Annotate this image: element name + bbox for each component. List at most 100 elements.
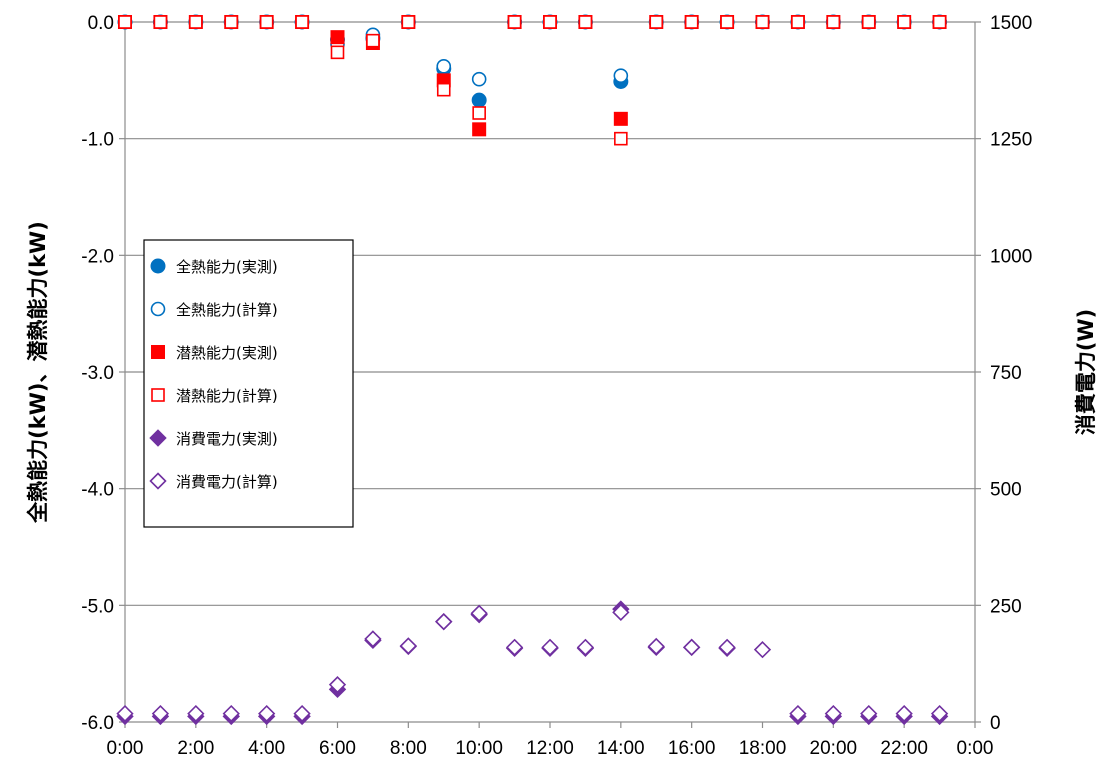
data-point [895, 704, 913, 723]
data-point [116, 704, 134, 723]
data-point [259, 15, 274, 29]
data-point [328, 676, 347, 694]
data-point [222, 704, 240, 723]
y2-tick-label: 1250 [990, 130, 1032, 151]
data-points [116, 14, 949, 726]
legend-entry: 消費電力(実測) [149, 429, 278, 448]
data-point [189, 15, 203, 29]
x-tick-label: 4:00 [248, 738, 285, 759]
data-point [295, 15, 309, 29]
y-axis-title: 全熱能力(kW)、潜熱能力(kW) [26, 221, 50, 524]
legend-label: 潜熱能力(実測) [176, 344, 278, 362]
y-tick-label: -1.0 [81, 130, 114, 151]
y2-axis-title: 消費電力(W) [1074, 309, 1098, 435]
data-point [613, 111, 628, 126]
data-point [399, 637, 417, 655]
data-point [753, 641, 772, 659]
x-tick-label: 10:00 [455, 738, 503, 759]
data-point [330, 45, 345, 60]
right-y-tick-labels: 1500 1250 1000 750 500 250 0 [990, 13, 1032, 734]
data-point [755, 15, 770, 29]
y2-tick-label: 1500 [990, 13, 1032, 34]
data-point [471, 92, 487, 108]
data-point [791, 15, 805, 29]
legend-marker [151, 345, 165, 359]
x-tick-label: 22:00 [880, 738, 928, 759]
legend-label: 潜熱能力(計算) [176, 387, 278, 405]
legend-label: 全熱能力(実測) [176, 258, 278, 276]
data-point [435, 613, 453, 631]
x-tick-label: 8:00 [390, 738, 427, 759]
legend-label: 消費電力(実測) [176, 430, 278, 448]
data-point [471, 71, 487, 87]
legend-label: 全熱能力(計算) [176, 301, 278, 319]
data-point [720, 15, 734, 29]
legend-entry: 全熱能力(実測) [150, 258, 278, 276]
data-point [826, 15, 841, 29]
data-point [578, 15, 593, 29]
data-point [153, 15, 168, 29]
data-point [789, 704, 807, 723]
y-tick-label: -5.0 [81, 596, 114, 617]
data-point [930, 704, 949, 723]
data-point [649, 15, 664, 29]
series-4 [118, 15, 947, 146]
data-point [614, 131, 628, 146]
legend-entry: 潜熱能力(計算) [151, 387, 278, 405]
y-tick-label: -2.0 [81, 246, 114, 267]
legend-marker [151, 388, 165, 402]
data-point [897, 15, 911, 29]
left-y-tick-labels: 0.0 -1.0 -2.0 -3.0 -4.0 -5.0 -6.0 [81, 13, 114, 734]
data-point [187, 704, 205, 723]
y2-tick-label: 1000 [990, 246, 1032, 267]
x-tick-label: 0:00 [107, 738, 144, 759]
series-6 [116, 603, 949, 723]
y-tick-label: -6.0 [81, 713, 114, 734]
legend-box [143, 239, 354, 528]
x-tick-label: 16:00 [668, 738, 716, 759]
legend-entry: 消費電力(計算) [149, 472, 278, 491]
data-point [613, 68, 629, 83]
data-point [718, 638, 736, 656]
legend-marker [149, 429, 167, 447]
data-point [507, 15, 522, 29]
legend: 全熱能力(実測) 全熱能力(計算) 潜熱能力(実測) 潜熱能力(計算) 消費電力(実測)… [143, 239, 354, 528]
data-point [151, 704, 170, 723]
data-point [436, 59, 452, 74]
data-point [118, 15, 132, 29]
x-tick-label: 14:00 [597, 738, 645, 759]
y2-tick-label: 0 [990, 713, 1001, 734]
data-point [224, 15, 239, 29]
x-tick-label: 2:00 [177, 738, 214, 759]
data-point [505, 638, 524, 656]
legend-entry: 全熱能力(計算) [150, 301, 278, 319]
data-point [684, 15, 699, 29]
x-tick-label: 20:00 [810, 738, 858, 759]
data-point [824, 704, 842, 723]
data-point [541, 638, 559, 656]
data-point [860, 704, 878, 723]
legend-entry: 潜熱能力(実測) [151, 344, 278, 362]
y2-tick-label: 250 [990, 596, 1022, 617]
x-tick-label: 0:00 [957, 738, 994, 759]
data-point [472, 106, 486, 120]
data-point [401, 15, 416, 29]
legend-marker [150, 301, 166, 317]
y2-tick-label: 750 [990, 363, 1022, 384]
data-point [330, 30, 345, 45]
data-point [543, 15, 557, 29]
y2-tick-label: 500 [990, 480, 1022, 501]
data-point [364, 630, 382, 648]
x-tick-label: 12:00 [526, 738, 574, 759]
data-point [293, 704, 311, 723]
data-point [470, 604, 488, 622]
data-point [612, 603, 630, 621]
y-tick-label: 0.0 [88, 13, 114, 34]
x-tick-label: 18:00 [739, 738, 787, 759]
y-tick-label: -3.0 [81, 363, 114, 384]
data-point [258, 704, 276, 723]
data-point [861, 15, 876, 29]
data-point [436, 82, 451, 97]
legend-label: 消費電力(計算) [176, 473, 278, 491]
